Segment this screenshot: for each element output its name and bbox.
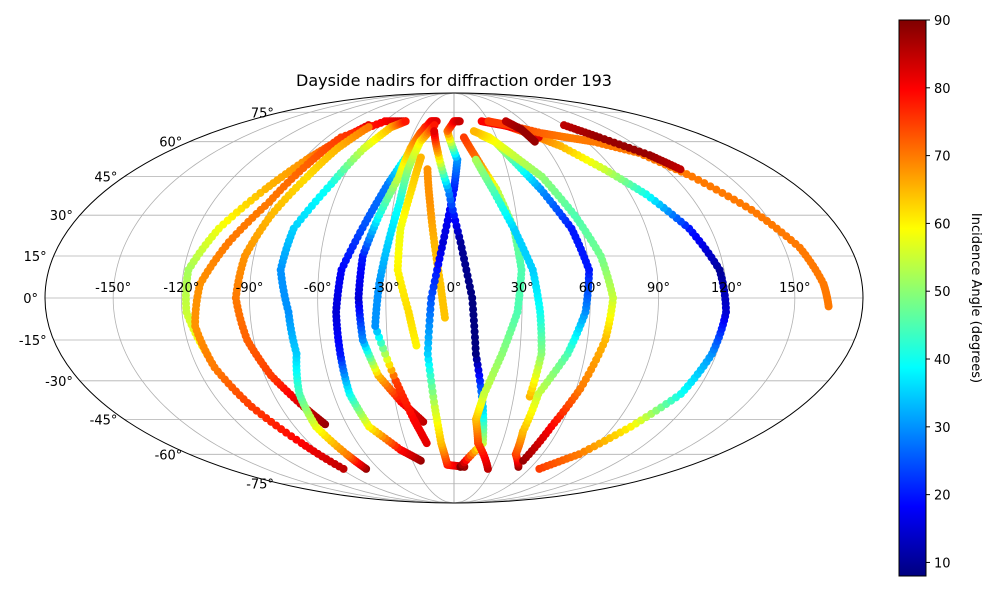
longitude-tick-label: 30° <box>511 281 534 296</box>
series-16 <box>506 123 731 473</box>
data-point <box>459 133 468 142</box>
series-1 <box>181 121 373 358</box>
series-20 <box>559 121 685 174</box>
latitude-tick-label: 75° <box>251 106 274 121</box>
data-point <box>676 165 685 174</box>
data-point <box>700 179 709 188</box>
longitude-tick-label: -30° <box>372 281 400 296</box>
data-points <box>181 117 833 473</box>
colorbar-label: Incidence Angle (degrees) <box>968 213 983 383</box>
colorbar-tick-label: 30 <box>934 421 951 436</box>
longitude-tick-label: 60° <box>579 281 602 296</box>
series-19 <box>501 117 539 146</box>
latitude-tick-label: 45° <box>94 171 117 186</box>
longitude-tick-labels: -150° -120° -90° -60° -30° 0° 30° 60° 90° 120° 150… <box>95 281 810 296</box>
colorbar-tick-label: 40 <box>934 353 951 368</box>
longitude-gridline <box>453 93 796 503</box>
colorbar-tick-label: 80 <box>934 82 951 97</box>
data-point <box>469 127 478 136</box>
longitude-tick-label: 150° <box>779 281 810 296</box>
latitude-tick-label: 15° <box>24 250 47 265</box>
latitude-tick-labels: -75° -60° -45° -30° -15° 0° 15° 30° 45° 60° 75° <box>19 106 274 492</box>
data-point <box>423 165 432 174</box>
series-15 <box>469 127 618 465</box>
colorbar-gradient <box>898 19 927 577</box>
data-point <box>694 175 703 184</box>
series-11 <box>430 127 488 471</box>
data-point <box>430 121 439 130</box>
data-point <box>455 117 464 126</box>
data-point <box>471 155 480 164</box>
chart-title: Dayside nadirs for diffraction order 193 <box>296 71 612 90</box>
series-8 <box>393 153 425 350</box>
data-point <box>824 302 833 311</box>
longitude-tick-label: 0° <box>447 281 462 296</box>
data-point <box>724 192 733 201</box>
longitude-tick-label: -90° <box>236 281 264 296</box>
data-point <box>688 172 697 181</box>
colorbar-tick-label: 70 <box>934 150 951 165</box>
latitude-tick-label: -30° <box>45 375 73 390</box>
latitude-tick-label: 60° <box>159 136 182 151</box>
latitude-tick-label: 0° <box>23 292 38 307</box>
series-4 <box>276 117 410 473</box>
colorbar-ticks: 10 20 30 40 50 60 70 80 90 <box>926 14 951 571</box>
longitude-tick-label: -150° <box>95 281 131 296</box>
data-point <box>530 137 539 146</box>
data-point <box>401 117 410 126</box>
longitude-gridline <box>317 93 455 503</box>
latitude-tick-label: -45° <box>90 413 118 428</box>
colorbar: 10 20 30 40 50 60 70 80 90 Incidence Angle (degr… <box>898 14 983 577</box>
data-point <box>364 123 373 132</box>
longitude-tick-label: 120° <box>711 281 742 296</box>
colorbar-tick-label: 50 <box>934 285 951 300</box>
data-point <box>712 185 721 194</box>
colorbar-tick-label: 90 <box>934 14 951 29</box>
series-2 <box>191 117 410 473</box>
data-point <box>416 153 425 162</box>
longitude-tick-label: -60° <box>304 281 332 296</box>
latitude-tick-label: -60° <box>155 448 183 463</box>
longitude-tick-label: -120° <box>163 281 199 296</box>
latitude-tick-label: 30° <box>50 209 73 224</box>
data-point <box>430 127 439 136</box>
series-13 <box>471 155 546 401</box>
data-point <box>706 182 715 191</box>
colorbar-tick-label: 20 <box>934 489 951 504</box>
longitude-gridline <box>180 93 455 503</box>
data-point <box>735 199 744 208</box>
data-point <box>730 195 739 204</box>
longitude-gridline <box>112 93 455 503</box>
latitude-tick-label: -15° <box>19 334 47 349</box>
longitude-tick-label: 90° <box>647 281 670 296</box>
colorbar-tick-label: 10 <box>934 556 951 571</box>
latitude-tick-label: -75° <box>246 478 274 493</box>
map-outline <box>44 92 864 504</box>
colorbar-tick-label: 60 <box>934 217 951 232</box>
data-point <box>718 188 727 197</box>
